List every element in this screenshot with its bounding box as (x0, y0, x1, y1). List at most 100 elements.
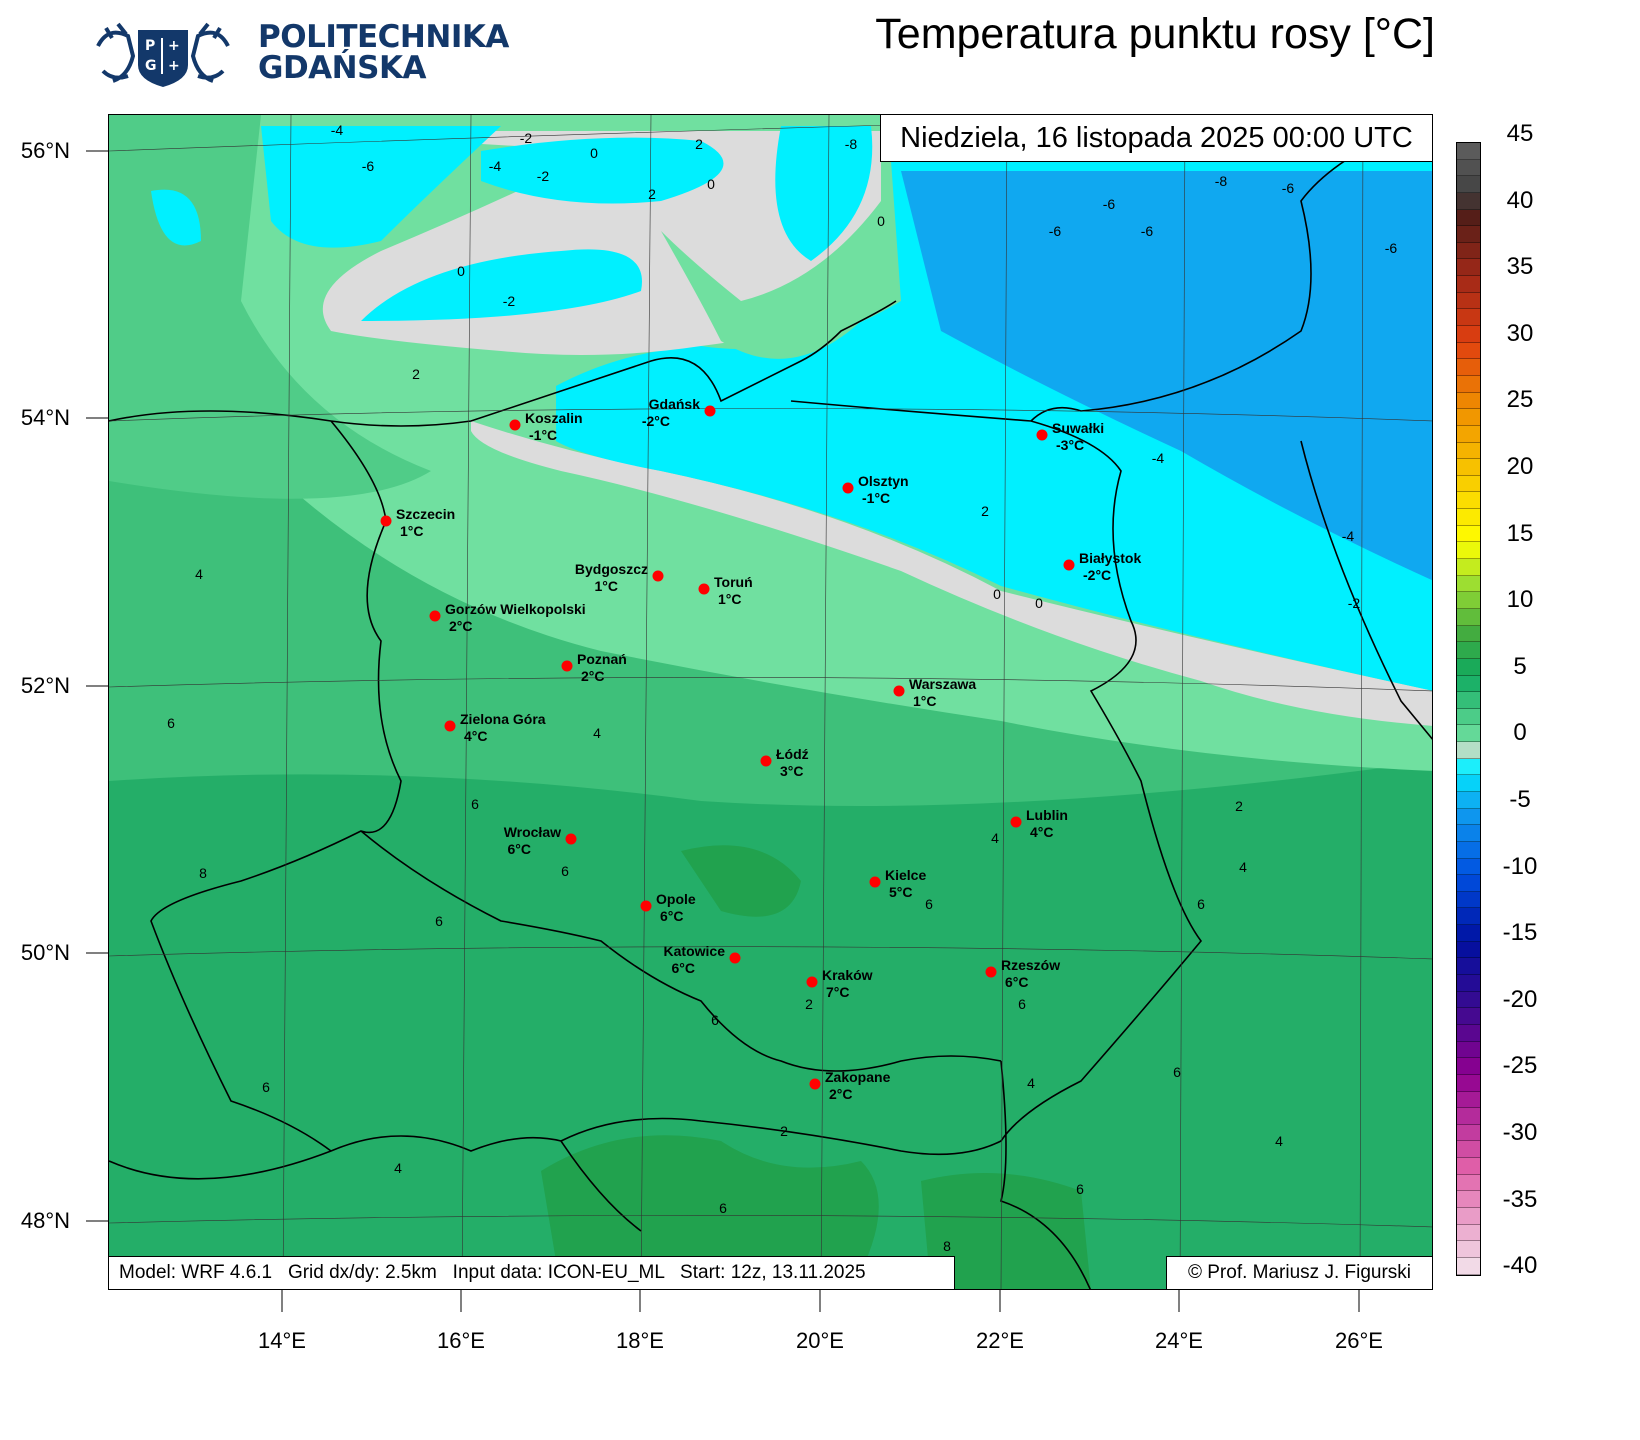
contour-label: -2 (503, 293, 516, 309)
city-temp: 1°C (595, 578, 619, 594)
city-temp: 1°C (913, 693, 937, 709)
city-name: Olsztyn (858, 473, 909, 489)
contour-label: 0 (877, 213, 885, 229)
contour-label: 2 (981, 503, 989, 519)
contour-labels: -4 -6 -2 0 2 -2 0 2 -4 -8 -8 -6 -6 -6 -6 0 -2 2 0 -6 -4 -4 -2 0… (167, 122, 1397, 1254)
colorbar-bin (1457, 825, 1480, 842)
colorbar-bin (1457, 509, 1480, 526)
contour-label: 6 (719, 1200, 727, 1216)
colorbar-bin (1457, 742, 1480, 759)
logo-line-2: GDAŃSKA (258, 50, 426, 86)
logo-text: POLITECHNIKA GDAŃSKA (258, 22, 509, 84)
city-temp: 2°C (581, 668, 605, 684)
colorbar-bin (1457, 1208, 1480, 1225)
colorbar-bin (1457, 975, 1480, 992)
colorbar-bin (1457, 692, 1480, 709)
contour-label: 2 (805, 996, 813, 1012)
colorbar-label: 20 (1506, 453, 1534, 480)
city-dot (842, 482, 854, 494)
colorbar-bin (1457, 143, 1480, 160)
coastline-and-borders (109, 130, 1432, 1289)
contour-label: 8 (199, 865, 207, 881)
lat-label: 50°N (20, 940, 70, 965)
colorbar-bin (1457, 492, 1480, 510)
colorbar-bin (1457, 1124, 1480, 1142)
map-title: Temperatura punktu rosy [°C] (875, 10, 1435, 58)
city-temp: 2°C (829, 1086, 853, 1102)
colorbar-bin (1457, 459, 1480, 476)
city-dot (698, 583, 710, 595)
city-dot (869, 876, 881, 888)
colorbar-bin (1457, 1108, 1480, 1125)
contour-label: -6 (1049, 223, 1062, 239)
city-marker: Gdańsk-2°C (642, 396, 716, 429)
city-name: Rzeszów (1001, 957, 1060, 973)
contour-label: -4 (1342, 528, 1355, 544)
colorbar-bin (1457, 276, 1480, 293)
colorbar-label: 35 (1506, 253, 1534, 281)
city-temp: 7°C (826, 984, 850, 1000)
city-temp: 6°C (672, 960, 696, 976)
contour-label: 2 (648, 186, 656, 202)
colorbar-bin (1457, 991, 1480, 1009)
colorbar-bin (1457, 525, 1480, 543)
colorbar-bin (1457, 658, 1480, 676)
contour-label: 4 (1239, 859, 1247, 875)
contour-label: 6 (471, 796, 479, 812)
colorbar-bin (1457, 608, 1480, 626)
contour-label: -8 (845, 136, 858, 152)
contour-label: 6 (711, 1012, 719, 1028)
contour-label: 6 (1076, 1181, 1084, 1197)
colorbar-bin (1457, 475, 1480, 493)
colorbar-bin (1457, 925, 1480, 942)
city-marker: Olsztyn-1°C (842, 473, 909, 506)
city-dot (985, 966, 997, 978)
colorbar-label: 5 (1513, 652, 1527, 680)
city-name: Kielce (885, 867, 926, 883)
contour-label: 6 (1197, 896, 1205, 912)
contour-label: 2 (1235, 798, 1243, 814)
city-dot (1036, 429, 1048, 441)
city-name: Katowice (664, 943, 726, 959)
colorbar-bin (1457, 875, 1480, 892)
field-darkest-patch (541, 845, 1091, 1289)
city-name: Zielona Góra (460, 711, 546, 727)
city-name: Wrocław (504, 824, 561, 840)
colorbar-bin (1457, 259, 1480, 277)
field-gray-band (471, 421, 1432, 726)
city-temp: -3°C (1056, 437, 1084, 453)
colorbar-bin (1457, 359, 1480, 376)
colorbar-bin (1457, 209, 1480, 227)
colorbar-bin (1457, 1257, 1480, 1275)
colorbar-label: 25 (1506, 386, 1534, 414)
svg-text:+: + (168, 58, 180, 74)
city-name: Kraków (822, 967, 873, 983)
contour-label: 6 (1173, 1064, 1181, 1080)
city-temp: 1°C (718, 591, 742, 607)
city-temp: 2°C (449, 618, 473, 634)
colorbar-bin (1457, 392, 1480, 410)
colorbar-bin (1457, 575, 1480, 593)
colorbar-bin (1457, 891, 1480, 909)
colorbar-bin (1457, 192, 1480, 210)
colorbar-label: -5 (1509, 786, 1531, 813)
colorbar-bin (1457, 808, 1480, 826)
field-blue-ne (901, 171, 1432, 581)
city-temp: -1°C (529, 427, 557, 443)
colorbar-label: 40 (1506, 186, 1534, 214)
lat-label: 56°N (20, 138, 70, 163)
city-temp: 4°C (464, 728, 488, 744)
lon-label: 20°E (796, 1328, 844, 1353)
city-name: Toruń (714, 574, 753, 590)
city-dot (640, 900, 652, 912)
city-temp: 1°C (400, 523, 424, 539)
city-name: Gdańsk (649, 396, 701, 412)
contour-label: -6 (1385, 240, 1398, 256)
city-temp: -1°C (862, 490, 890, 506)
